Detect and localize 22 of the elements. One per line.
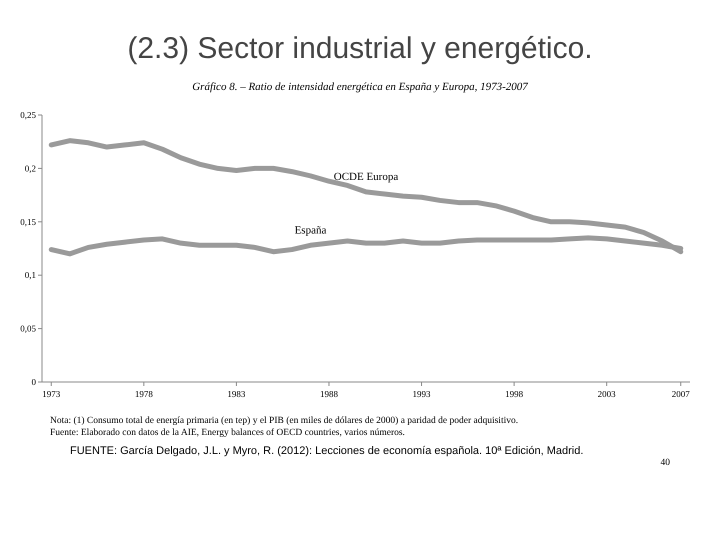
y-tick-label: 0,05 <box>20 324 36 334</box>
x-tick-label: 1973 <box>42 389 61 399</box>
y-tick-label: 0,2 <box>24 163 36 174</box>
y-tick-label: 0 <box>32 377 36 387</box>
x-tick-label: 2003 <box>598 389 616 399</box>
chart-subtitle: Gráfico 8. – Ratio de intensidad energética en España y Europa, 1973-2007 <box>192 81 528 93</box>
text: 40 <box>660 457 670 469</box>
y-tick-label: 0,15 <box>20 216 36 227</box>
series-label: España <box>294 224 326 236</box>
text: Nota: (1) Consumo total de energía primaria (en tep) y el PIB (en miles de dólares de 2000) a paridad de poder adquisitivo. <box>49 415 520 427</box>
x-tick-label: 2007 <box>672 389 690 399</box>
chart-title: (2.3) Sector industrial y energético. <box>127 32 593 65</box>
y-tick-label: 0,1 <box>24 270 36 280</box>
source-note: FUENTE: García Delgado, J.L. y Myro, R. (2012): Lecciones de economía española. 10ª Edición, Madrid. <box>70 445 584 457</box>
source-note: Fuente: Elaborado con datos de la AIE, Energy balances of OECD countries, varios números. <box>49 427 406 439</box>
x-tick-label: 1988 <box>320 389 338 399</box>
x-tick-label: 1978 <box>134 389 154 399</box>
x-tick-label: 1993 <box>412 389 432 399</box>
x-tick-label: 1983 <box>227 389 246 399</box>
series-label: OCDE Europa <box>334 170 398 183</box>
x-tick-label: 1998 <box>505 389 524 399</box>
y-tick-label: 0,25 <box>20 110 36 120</box>
